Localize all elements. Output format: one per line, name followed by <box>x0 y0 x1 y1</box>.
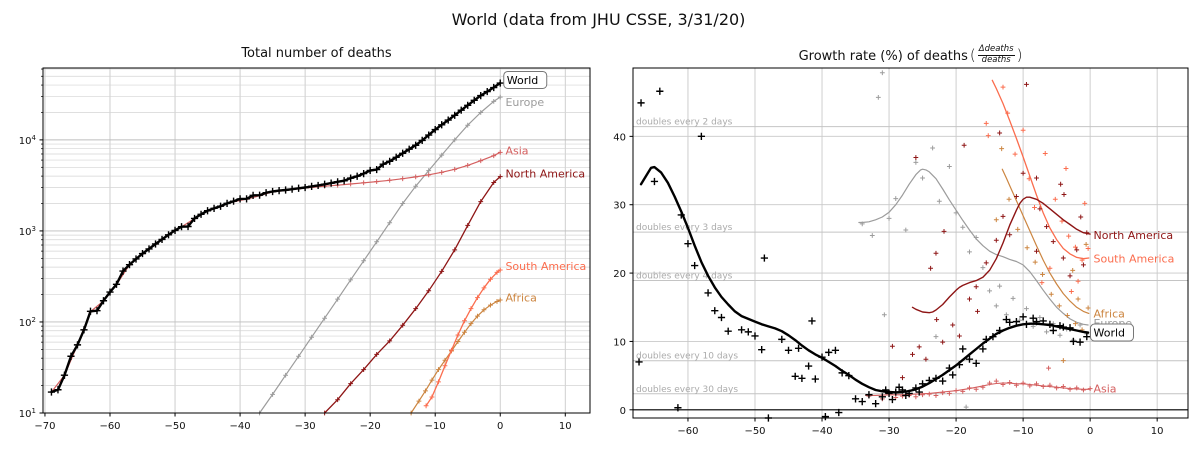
total-deaths-plot-grid: −70 −60 −50 −40 −30 −20 −10 0 10 101 102 103 104 <box>19 68 590 432</box>
series-south_america-label: South America <box>505 260 586 273</box>
series-africa-markers <box>408 297 503 416</box>
series-south_america-markers <box>423 267 503 409</box>
series-south_america-markers <box>983 84 1091 294</box>
series-north_america-label: North America <box>505 167 585 180</box>
tick-label-x: −40 <box>230 421 251 432</box>
doubling-label: doubles every 30 days <box>636 385 738 395</box>
series-europe-markers <box>859 70 1090 410</box>
close-paren: ) <box>1016 46 1023 65</box>
tick-label-y: 0 <box>620 406 626 417</box>
doubling-label: doubles every 10 days <box>636 352 738 362</box>
series-africa-line <box>1001 168 1090 314</box>
tick-label-x: −50 <box>744 426 765 437</box>
series-asia-markers <box>866 365 1093 402</box>
tick-label-x: −20 <box>360 421 381 432</box>
tick-label-y: 20 <box>613 269 626 280</box>
tick-label-x: −30 <box>295 421 316 432</box>
tick-label-x: −40 <box>811 426 832 437</box>
series-world-label: World <box>1093 327 1125 340</box>
growth-rate-plot-grid: −60 −50 −40 −30 −20 −10 0 10 0 10 20 30 40 <box>613 68 1188 437</box>
series-north_america-label: North America <box>1093 229 1173 242</box>
tick-label-y: 102 <box>19 316 36 329</box>
tick-label-x: −60 <box>677 426 698 437</box>
series-world-label-box <box>503 70 548 89</box>
series-world-markers <box>635 87 1091 422</box>
tick-label-y: 104 <box>19 134 37 147</box>
tick-label-x: 10 <box>1151 426 1164 437</box>
series-asia-line <box>865 382 1091 396</box>
tick-label-x: 0 <box>497 421 503 432</box>
series-south_america-label: South America <box>1093 253 1174 266</box>
series-world-markers <box>47 79 504 396</box>
total-deaths-plot-border <box>42 67 591 414</box>
series-europe-label: Europe <box>505 96 544 109</box>
tick-label-x: −10 <box>1013 426 1034 437</box>
tick-label-x: 10 <box>559 421 572 432</box>
doubling-label: doubles every 2 days <box>636 118 733 128</box>
series-europe-markers <box>257 94 503 416</box>
series-asia-label: Asia <box>505 145 528 158</box>
series-world-label: World <box>507 74 539 87</box>
tick-label-x: −20 <box>946 426 967 437</box>
tick-label-x: −50 <box>164 421 185 432</box>
growth-rate-plot-border <box>632 67 1189 419</box>
series-asia-line <box>50 151 501 393</box>
doubling-label: doubles every 4 days <box>636 271 733 281</box>
total-deaths-title: Total number of deaths <box>241 46 392 61</box>
growth-rate-title: Growth rate (%) of deaths ( Δdeaths deat… <box>633 44 1188 67</box>
series-africa-markers <box>993 146 1091 363</box>
fraction-numerator: Δdeaths <box>977 44 1015 56</box>
tick-label-x: −60 <box>99 421 120 432</box>
tick-label-x: −70 <box>34 421 55 432</box>
growth-rate-title-text: Growth rate (%) of deaths <box>798 48 968 64</box>
series-world-label-box <box>1089 323 1134 342</box>
open-paren: ( <box>969 46 976 65</box>
series-asia-label: Asia <box>1093 383 1116 396</box>
figure-title: World (data from JHU CSSE, 3/31/20) <box>451 10 746 29</box>
tick-label-x: 0 <box>1087 426 1093 437</box>
series-africa-label: Africa <box>1093 307 1124 320</box>
tick-label-y: 10 <box>613 337 626 348</box>
series-north_america-line <box>911 196 1091 314</box>
tick-label-y: 103 <box>19 225 36 238</box>
tick-label-y: 30 <box>613 201 626 212</box>
series-africa-label: Africa <box>505 292 536 305</box>
series-north_america-markers <box>890 82 1090 381</box>
series-world-line <box>639 165 1090 394</box>
series-europe-line <box>858 168 1089 326</box>
doubling-label: doubles every 3 days <box>636 223 733 233</box>
tick-label-x: −10 <box>425 421 446 432</box>
delta-deaths-fraction: Δdeaths deaths <box>977 44 1015 66</box>
series-europe-line <box>259 96 501 414</box>
series-africa-line <box>410 299 501 414</box>
tick-label-x: −30 <box>878 426 899 437</box>
fraction-denominator: deaths <box>981 54 1011 65</box>
tick-label-y: 40 <box>613 132 626 143</box>
series-asia-markers <box>49 149 503 395</box>
series-south_america-line <box>991 79 1090 260</box>
tick-label-y: 101 <box>19 407 36 420</box>
